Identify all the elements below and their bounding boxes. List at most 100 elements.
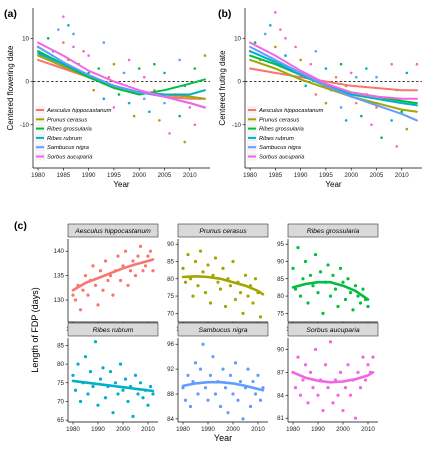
data-point (188, 404, 193, 409)
data-point (151, 269, 155, 273)
y-tick-label: 80 (57, 361, 64, 368)
data-point (323, 363, 328, 367)
data-point (316, 291, 320, 295)
x-tick-label: 1995 (319, 172, 333, 179)
data-point (107, 75, 111, 79)
data-point (261, 386, 265, 390)
legend-label: Prunus cerasus (47, 117, 87, 123)
data-point (106, 278, 110, 283)
facet-strip (177, 223, 269, 238)
data-point (111, 293, 115, 297)
data-point (46, 36, 50, 40)
data-point (186, 252, 190, 257)
data-point (296, 355, 300, 359)
data-point (331, 401, 335, 405)
data-point (354, 75, 358, 79)
legend-label: Ribes grossularia (47, 127, 93, 133)
y-axis-title: Length of FDP (days) (30, 287, 40, 372)
x-tick-label: 2010 (395, 172, 409, 179)
data-point (188, 277, 193, 281)
data-point (303, 259, 308, 264)
data-point (356, 294, 360, 298)
data-point (131, 259, 135, 263)
data-point (365, 67, 368, 70)
data-point (117, 93, 121, 96)
x-tick-label: 1990 (82, 172, 96, 179)
data-point (132, 80, 136, 83)
y-tick-label: -10 (232, 122, 242, 129)
data-point (102, 97, 106, 101)
y-tick-label: 75 (57, 380, 64, 387)
data-point (311, 284, 315, 288)
data-point (137, 67, 141, 70)
x-tick-label: 1985 (268, 172, 282, 179)
data-point (253, 392, 258, 396)
data-point (183, 280, 188, 284)
data-point (258, 398, 263, 402)
trend-prunus-cerasus (249, 58, 418, 113)
y-tick-label: 10 (22, 35, 29, 42)
data-point (301, 378, 305, 382)
data-point (258, 315, 263, 319)
data-point (201, 342, 205, 346)
panel-c-fdp-length-facets: Aesculus hippocastanum 1980 1990 2000 2010 13… (30, 223, 379, 443)
facet-title: Ribes grossularia (307, 228, 360, 235)
x-axis-title: Year (214, 433, 232, 443)
facet-title: Aesculus hippocastanum (74, 228, 151, 235)
data-point (146, 403, 150, 407)
x-tick-label: 1980 (243, 172, 257, 179)
data-point (203, 54, 207, 57)
x-tick-label: 2000 (226, 426, 240, 433)
data-point (67, 23, 70, 27)
data-point (191, 379, 195, 384)
panel-label-c: (c) (14, 220, 27, 232)
data-point (339, 106, 343, 109)
data-point (123, 249, 128, 253)
data-point (228, 373, 233, 377)
data-point (188, 106, 192, 109)
panel-b-fruiting-chart: 1980 1985 1990 1995 2000 2005 2010 -10 0 10 Aescul… (218, 8, 422, 189)
data-point (146, 254, 150, 258)
y-tick-label: 130 (54, 297, 65, 304)
data-point (274, 45, 277, 49)
data-point (366, 363, 370, 367)
data-point (127, 101, 131, 105)
data-point (93, 340, 98, 344)
data-point (354, 101, 358, 105)
y-tick-label: 65 (57, 417, 64, 424)
facet-ribes-rubrum: Ribes rubrum 1980 1990 2000 2010 65 70 75 80 85 (57, 322, 159, 433)
data-point (293, 386, 298, 390)
data-point (213, 256, 218, 260)
facet-strip (67, 223, 159, 238)
data-point (274, 11, 277, 14)
legend-label: Sambucus nigra (47, 145, 90, 151)
legend-label: Prunus cerasus (259, 117, 299, 123)
data-point (158, 119, 161, 122)
data-point (268, 23, 272, 27)
data-point (294, 45, 297, 49)
data-point (284, 54, 287, 57)
data-point (62, 41, 65, 44)
panel-label-b: (b) (218, 8, 231, 20)
data-point (326, 263, 330, 267)
x-tick-label: 1980 (66, 426, 80, 433)
legend-label: Aesculus hippocastanum (46, 108, 112, 114)
data-point (304, 84, 307, 88)
data-point (112, 62, 116, 66)
data-point (366, 304, 370, 309)
data-point (306, 301, 310, 305)
data-point (196, 284, 200, 288)
data-point (91, 264, 95, 268)
data-point (118, 362, 123, 366)
data-point (415, 62, 419, 66)
y-tick-label: 0 (26, 79, 30, 86)
y-tick-label: 90 (277, 258, 284, 265)
data-point (97, 67, 101, 70)
data-point (141, 269, 145, 273)
fit-line (181, 275, 265, 296)
data-point (72, 45, 75, 49)
data-point (246, 367, 250, 371)
data-point (83, 274, 88, 278)
data-point (181, 266, 185, 270)
